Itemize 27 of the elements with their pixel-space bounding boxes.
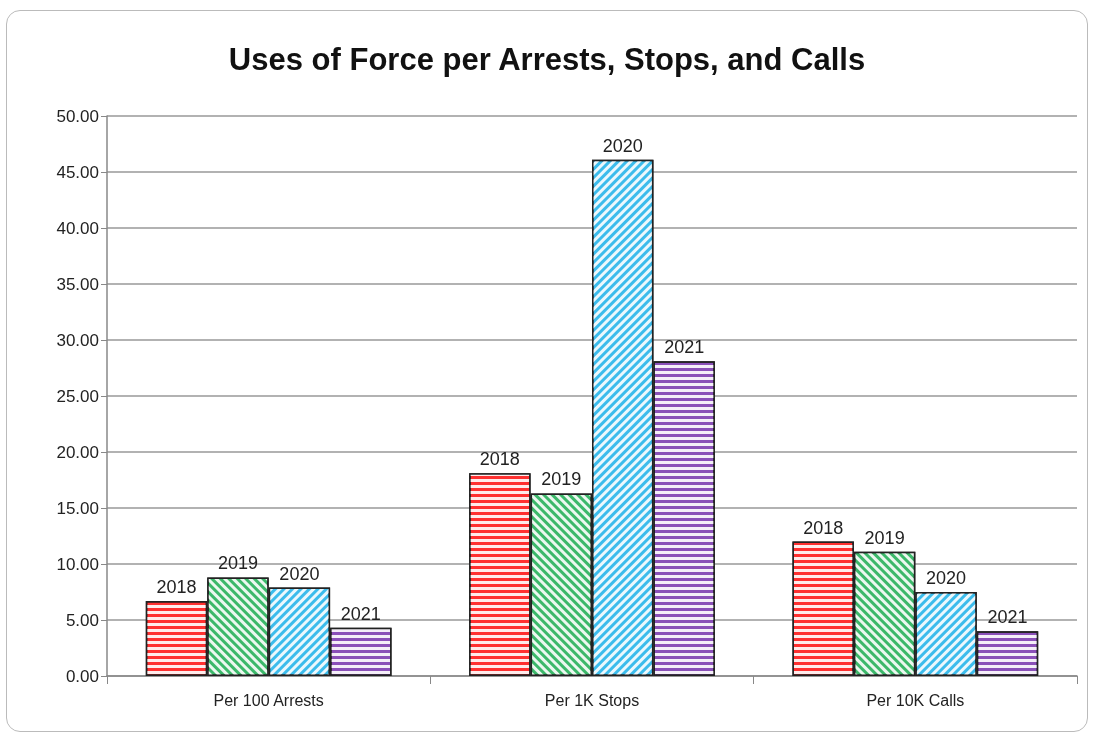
text: 2020 <box>602 135 643 156</box>
x-tick-label: Per 100 Arrests <box>213 691 324 709</box>
text: 2021 <box>987 607 1028 628</box>
y-tick-label: 45.00 <box>56 162 99 182</box>
text: 2018 <box>479 449 520 470</box>
y-tick-label: 50.00 <box>56 106 99 126</box>
y-tick-label: 15.00 <box>56 498 99 518</box>
text: 2019 <box>864 527 905 548</box>
series-label: 2021 <box>340 603 381 624</box>
text: 2019 <box>541 469 582 490</box>
text: 2018 <box>803 517 844 538</box>
y-tick-label: 40.00 <box>56 218 99 238</box>
text: 2021 <box>664 337 705 358</box>
x-tick-label: Per 10K Calls <box>866 691 965 709</box>
y-tick-label: 0.00 <box>65 666 99 686</box>
y-tick-label: 20.00 <box>56 442 99 462</box>
text: 2020 <box>926 568 967 588</box>
series-label: 2020 <box>279 563 320 584</box>
y-tick-label: 5.00 <box>65 610 99 630</box>
y-tick-label: 35.00 <box>56 274 99 294</box>
series-label: 2019 <box>217 553 258 574</box>
y-tick-label: 25.00 <box>56 386 99 406</box>
y-tick-label: 10.00 <box>56 554 99 574</box>
y-tick-label: 30.00 <box>56 330 99 350</box>
chart-title: Uses of Force per Arrests, Stops, and Calls <box>228 42 866 77</box>
series-label: 2018 <box>156 576 197 597</box>
x-tick-label: Per 1K Stops <box>544 691 640 709</box>
